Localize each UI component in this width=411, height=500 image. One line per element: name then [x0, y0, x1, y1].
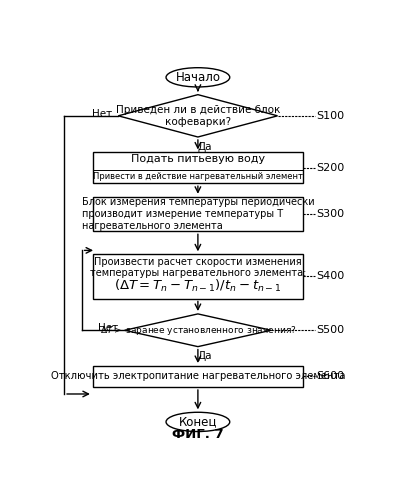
- Text: ($\Delta T=T_n - T_{n-1})/t_n - t_{n-1}$: ($\Delta T=T_n - T_{n-1})/t_n - t_{n-1}$: [114, 278, 282, 294]
- Ellipse shape: [166, 68, 230, 87]
- Text: Привести в действие нагревательный элемент: Привести в действие нагревательный элеме…: [93, 172, 303, 180]
- Polygon shape: [118, 94, 277, 137]
- Text: S100: S100: [316, 111, 344, 121]
- Text: S400: S400: [316, 272, 345, 281]
- Polygon shape: [125, 314, 271, 346]
- Text: Начало: Начало: [175, 71, 220, 84]
- Text: Да: Да: [197, 142, 212, 152]
- Text: S200: S200: [316, 163, 345, 173]
- Text: Нет: Нет: [92, 109, 112, 119]
- Text: S600: S600: [316, 372, 344, 382]
- Text: Нет: Нет: [98, 324, 118, 334]
- FancyBboxPatch shape: [93, 152, 303, 183]
- Text: Блок измерения температуры периодически
производит измерение температуры Т
нагре: Блок измерения температуры периодически …: [82, 198, 314, 230]
- Text: Произвести расчет скорости изменения
температуры нагревательного элемента:: Произвести расчет скорости изменения тем…: [90, 256, 306, 278]
- FancyBboxPatch shape: [93, 366, 303, 387]
- FancyBboxPatch shape: [93, 196, 303, 232]
- Text: Да: Да: [197, 350, 212, 360]
- Text: Конец: Конец: [179, 416, 217, 428]
- Text: S500: S500: [316, 326, 344, 336]
- Text: Подать питьевую воду: Подать питьевую воду: [131, 154, 265, 164]
- Text: Отключить электропитание нагревательного элемента: Отключить электропитание нагревательного…: [51, 372, 345, 382]
- Ellipse shape: [166, 412, 230, 432]
- Text: Приведен ли в действие блок
кофеварки?: Приведен ли в действие блок кофеварки?: [116, 105, 280, 126]
- FancyBboxPatch shape: [93, 254, 303, 298]
- Text: ФИГ. 7: ФИГ. 7: [172, 428, 224, 441]
- Text: $\Delta T >$ заранее установленного значения?: $\Delta T >$ заранее установленного знач…: [99, 324, 296, 337]
- Text: S300: S300: [316, 209, 344, 219]
